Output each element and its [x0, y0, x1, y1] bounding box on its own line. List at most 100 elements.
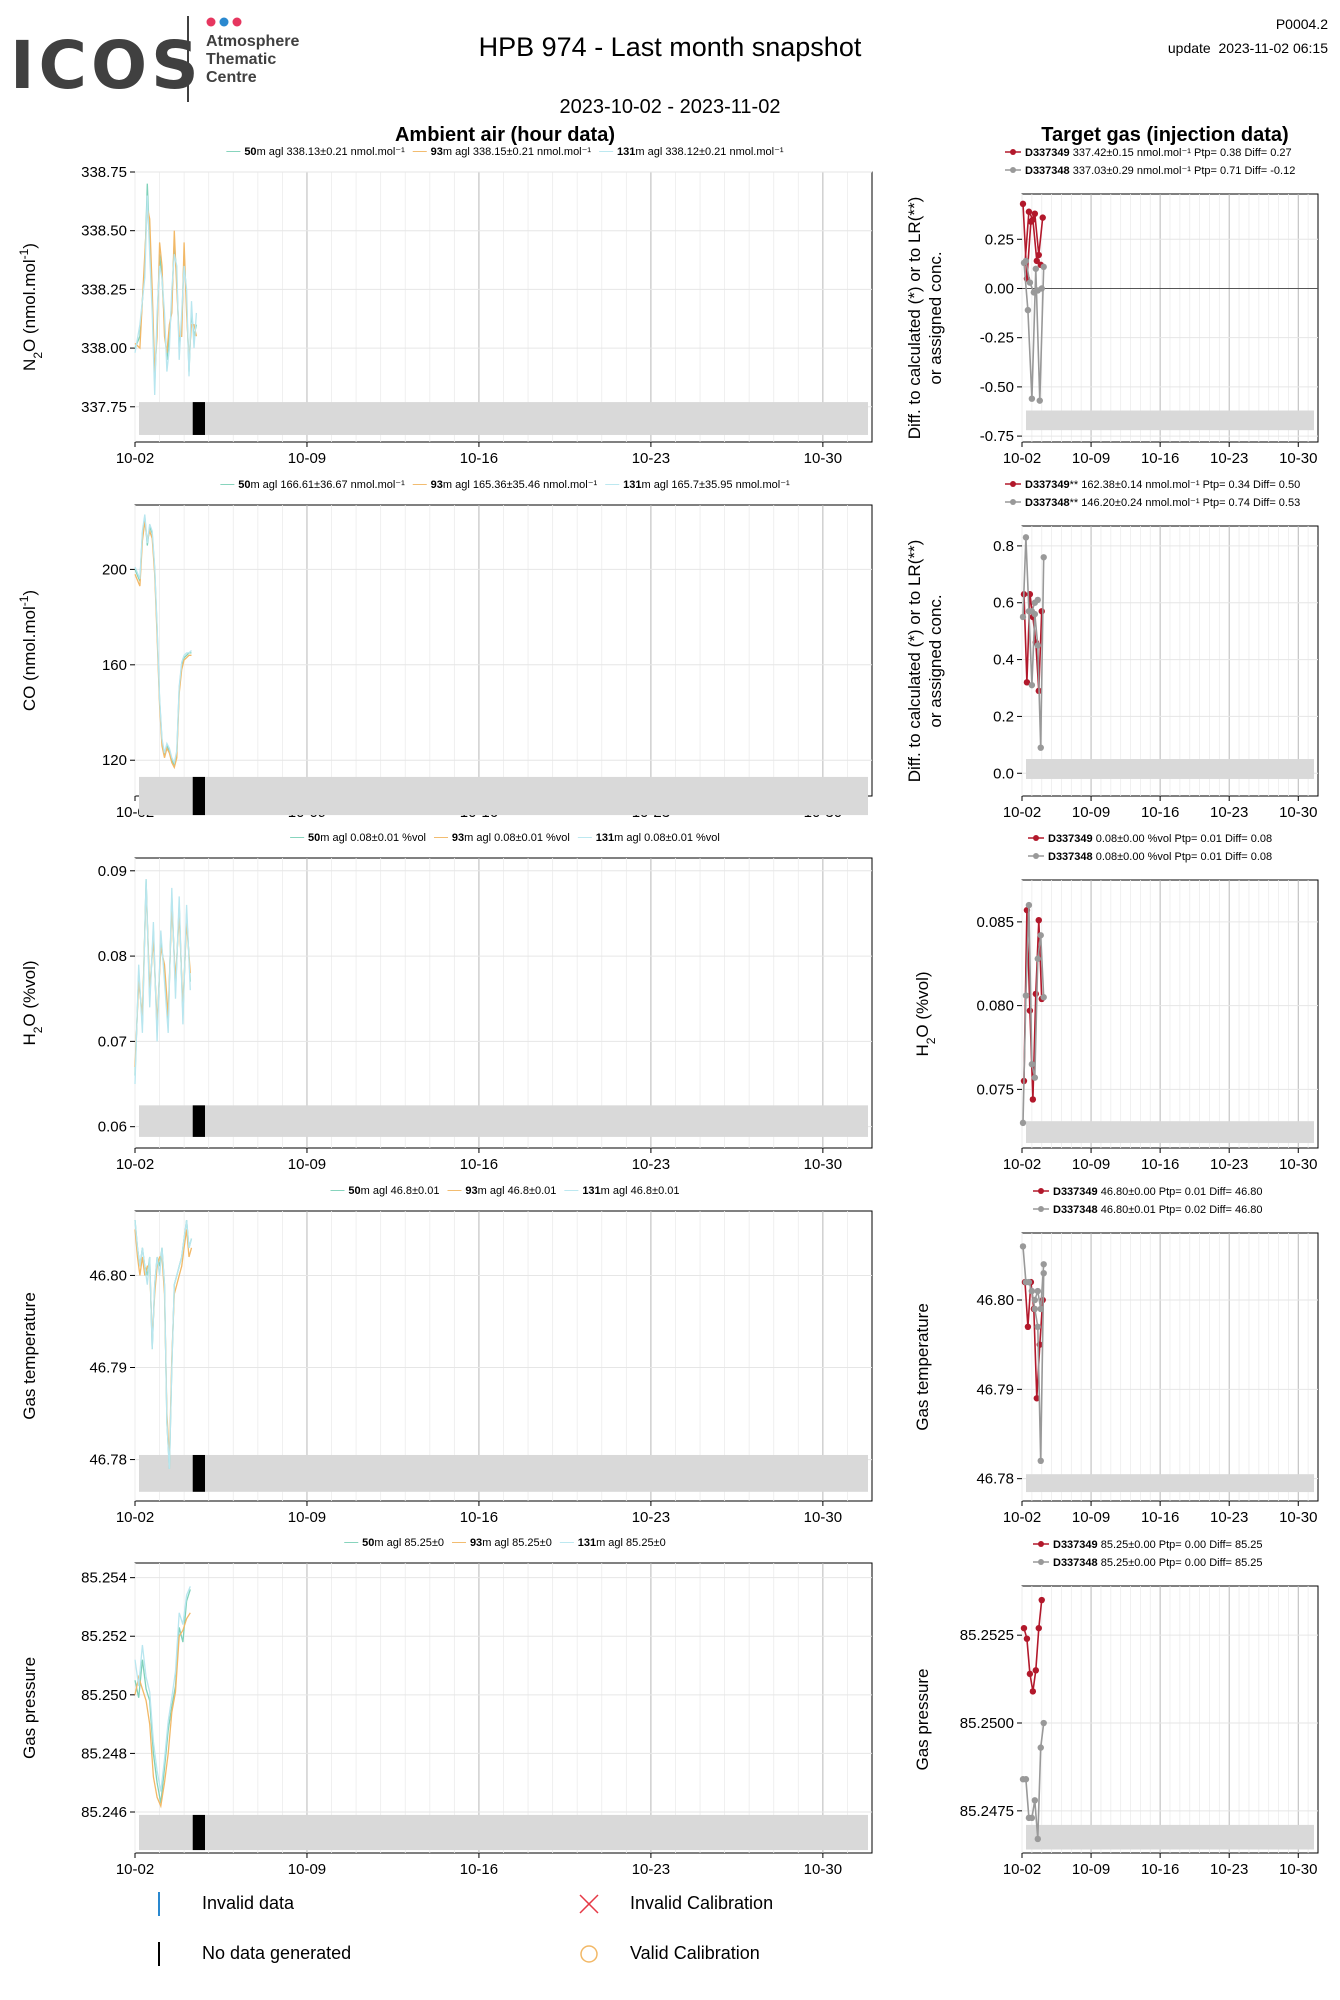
x-tick-label: 10-16 [460, 1861, 498, 1878]
logo-sub-1: Atmosphere [206, 33, 299, 50]
legend-swatch-dot [1010, 167, 1016, 173]
x-tick-label: 10-09 [288, 450, 326, 467]
legend-text: D337348 85.25±0.00 Ptp= 0.00 Diff= 85.25 [1053, 1557, 1263, 1569]
x-tick-label: 10-30 [1279, 804, 1317, 821]
ambient-legend-4: — 50m agl 85.25±0— 93m agl 85.25±0— 131m… [344, 1533, 665, 1549]
uncertainty-band [139, 1454, 868, 1492]
data-point [1038, 1596, 1045, 1604]
logo-dot-2 [219, 17, 229, 27]
legend-label: Valid Calibration [630, 1943, 760, 1963]
series-line-D337348 [1022, 537, 1045, 748]
data-point [1029, 1688, 1037, 1695]
series-line-131 [134, 514, 192, 765]
target-ylabel-co: Diff. to calculated (*) or to LR(**) or a… [905, 540, 945, 783]
uncertainty-band [1026, 1824, 1314, 1850]
x-tick-label: 10-09 [1072, 450, 1110, 467]
data-point [1022, 992, 1030, 999]
x-tick-label: 10-16 [1141, 1861, 1179, 1878]
ambient-ylabel-h2o: H2O (%vol) [20, 960, 45, 1045]
y-tick-label: 337.75 [81, 399, 127, 416]
series-line-D337348 [1022, 905, 1045, 1123]
left-column-title: Ambient air (hour data) [394, 124, 615, 146]
logo-dot-3 [232, 17, 242, 27]
target-ylabel-h2o: H2O (%vol) [913, 971, 938, 1056]
data-point [1031, 1305, 1039, 1313]
series-line-93 [134, 1612, 191, 1809]
x-tick-label: 10-30 [804, 1156, 842, 1173]
series-line-D337348 [1023, 262, 1045, 401]
y-tick-label: 85.2500 [960, 1715, 1014, 1732]
y-tick-label: 0.09 [98, 863, 127, 880]
data-point [1031, 210, 1039, 217]
right-column-title: Target gas (injection data) [1041, 124, 1289, 146]
data-point [1034, 642, 1041, 649]
y-tick-label: 160 [102, 657, 127, 674]
target-legend-3: D337349 46.80±0.00 Ptp= 0.01 Diff= 46.80… [1033, 1186, 1263, 1216]
target-legend-1: D337349** 162.38±0.14 nmol.mol⁻¹ Ptp= 0.… [1005, 479, 1300, 509]
y-tick-label: -0.50 [980, 379, 1014, 396]
x-tick-label: 10-02 [116, 1861, 154, 1878]
legend-text: D337348** 146.20±0.24 nmol.mol⁻¹ Ptp= 0.… [1025, 497, 1300, 509]
data-point [1034, 1287, 1041, 1295]
x-tick-label: 10-02 [1003, 1156, 1041, 1173]
page-title: HPB 974 - Last month snapshot [478, 32, 862, 62]
ambient-legend-2: — 50m agl 0.08±0.01 %vol — 93m agl 0.08±0… [290, 828, 720, 844]
x-tick-label: 10-09 [1072, 1156, 1110, 1173]
legend-text: — 50m agl 0.08±0.01 %vol — 93m agl 0.08±0… [290, 828, 720, 844]
x-tick-label: 10-16 [1141, 1156, 1179, 1173]
x-tick-label: 10-09 [1072, 804, 1110, 821]
x-tick-label: 10-02 [116, 1509, 154, 1526]
data-point [1038, 608, 1045, 615]
y-tick-label: 85.2525 [960, 1627, 1014, 1644]
legend-swatch-dot [1010, 149, 1016, 155]
data-point [1037, 1744, 1044, 1751]
no-data-marker [192, 1454, 206, 1492]
data-point [1040, 1261, 1047, 1268]
uncertainty-band [139, 402, 868, 435]
legend-label: No data generated [202, 1943, 352, 1963]
y-tick-label: 0.6 [993, 595, 1014, 612]
data-point [1032, 990, 1040, 998]
y-tick-label: -0.75 [980, 428, 1014, 445]
x-tick-label: 10-16 [1141, 804, 1179, 821]
legend-text: D337348 0.08±0.00 %vol Ptp= 0.01 Diff= 0… [1048, 851, 1272, 863]
x-tick-label: 10-02 [1003, 1861, 1041, 1878]
legend-swatch-dot [1010, 499, 1016, 505]
y-tick-label: 200 [102, 561, 127, 578]
y-tick-label: 46.80 [976, 1292, 1014, 1309]
ambient-ylabel-gastemp: Gas temperature [20, 1292, 39, 1420]
data-point [1026, 1670, 1034, 1678]
legend-no-data: No data generated [150, 1942, 450, 1972]
data-point [1040, 1719, 1047, 1727]
data-point [1025, 901, 1033, 909]
black-tick-icon [158, 1942, 160, 1966]
uncertainty-band [1026, 1474, 1314, 1493]
x-tick-label: 10-09 [288, 1156, 326, 1173]
ambient-legend-0: — 50m agl 338.13±0.21 nmol.mol⁻¹ — 93m ag… [226, 142, 783, 158]
y-tick-label: 0.25 [985, 231, 1014, 248]
uncertainty-band [139, 776, 868, 816]
x-tick-label: 10-23 [1210, 1861, 1248, 1878]
uncertainty-band [1026, 759, 1314, 779]
data-point [1028, 608, 1036, 615]
x-tick-label: 10-02 [116, 1156, 154, 1173]
target-ylabel-gastemp: Gas temperature [913, 1303, 932, 1431]
y-tick-label: 0.07 [98, 1033, 127, 1050]
logo-text: ICOS [10, 27, 203, 104]
data-point [1026, 279, 1034, 286]
y-tick-label: 46.79 [89, 1360, 127, 1377]
data-point [1032, 1667, 1040, 1674]
data-point [1037, 932, 1044, 939]
legend-swatch-dot [1038, 1188, 1044, 1194]
ambient-panel-n2o: 10-02 10-09 10-16 10-23 10-30 337.75 338.00 338… [81, 164, 873, 467]
y-tick-label: 46.78 [89, 1452, 127, 1469]
target-panel-h2o: 10-02 10-09 10-16 10-23 10-30 0.075 0.080 0.085 [976, 879, 1319, 1173]
data-point [1019, 613, 1027, 621]
x-tick-label: 10-16 [1141, 1509, 1179, 1526]
legend-text: D337349 0.08±0.00 %vol Ptp= 0.01 Diff= 0… [1048, 833, 1272, 845]
data-point [1033, 1395, 1041, 1402]
y-tick-label: 85.246 [81, 1804, 127, 1821]
data-point [1023, 1635, 1031, 1642]
y-tick-label: 338.75 [81, 164, 127, 181]
